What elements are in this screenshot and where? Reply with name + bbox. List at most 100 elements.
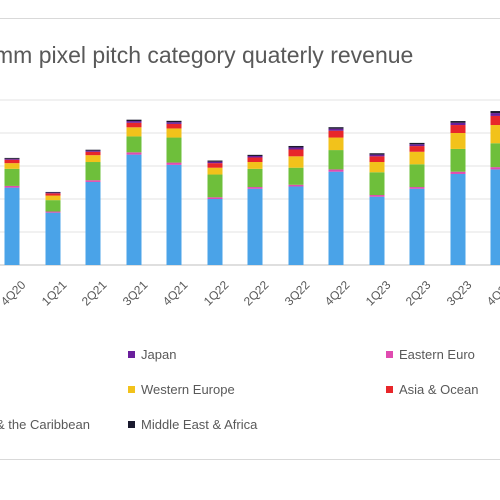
x-tick-label: 3Q23: [444, 278, 475, 309]
bar-segment: [45, 192, 61, 194]
bar-segment: [409, 144, 425, 147]
bar-segment: [328, 169, 344, 172]
bar-segment: [490, 115, 500, 126]
bar-segment: [328, 171, 344, 265]
bar-segment: [126, 122, 142, 128]
bar-segment: [409, 146, 425, 152]
bar-segment: [126, 154, 142, 265]
bar-segment: [247, 162, 263, 169]
x-tick-label: 1Q22: [201, 278, 232, 309]
x-tick-label: 1Q23: [363, 278, 394, 309]
chart-title: mm pixel pitch category quaterly revenue: [0, 42, 414, 68]
bar-segment: [490, 111, 500, 114]
legend-swatch-western-europe: [128, 386, 135, 393]
bar-segment: [450, 121, 466, 123]
bar-segment: [369, 162, 385, 173]
bar-segment: [409, 187, 425, 189]
x-tick-label: 2Q23: [403, 278, 434, 309]
bar-segment: [328, 150, 344, 170]
bar-segment: [4, 157, 20, 159]
bar-segment: [369, 195, 385, 197]
bar-segment: [288, 167, 304, 185]
bar-segment: [490, 113, 500, 116]
x-tick-label: 4Q22: [322, 278, 353, 309]
bar-segment: [450, 171, 466, 174]
bar-segment: [247, 187, 263, 189]
bar-segment: [45, 191, 61, 193]
bar-segment: [45, 212, 61, 265]
bar-segment: [369, 153, 385, 155]
bar-segment: [85, 149, 101, 151]
bar-segment: [369, 196, 385, 265]
bar-segment: [4, 163, 20, 169]
bar-segment: [166, 137, 182, 163]
legend-swatch-middle-east-africa: [128, 421, 135, 428]
legend-item-asia-oceania: Asia & Ocean: [386, 382, 479, 397]
bar-segment: [450, 148, 466, 172]
bar-segment: [207, 161, 223, 164]
bar-segment: [288, 145, 304, 148]
x-tick-label: 3Q21: [120, 278, 151, 309]
bar-segment: [450, 173, 466, 265]
bar-segment: [328, 130, 344, 138]
legend-label-middle-east-africa: Middle East & Africa: [141, 417, 258, 432]
x-tick-label: 1Q21: [39, 278, 70, 309]
bar-segment: [4, 158, 20, 160]
bar-segment: [207, 160, 223, 162]
bar-segment: [409, 142, 425, 145]
bar-segment: [85, 150, 101, 152]
bar-segment: [369, 172, 385, 196]
x-tick-label: 2Q22: [241, 278, 272, 309]
bar-segment: [166, 122, 182, 124]
legend-item-eastern-europe: Eastern Euro: [386, 347, 475, 362]
bar-segment: [45, 211, 61, 213]
bar-segment: [166, 164, 182, 265]
bar-segment: [328, 137, 344, 151]
legend-label-asia-oceania: Asia & Ocean: [399, 382, 479, 397]
bar-segment: [85, 180, 101, 182]
bar-segment: [490, 167, 500, 170]
bar-segment: [45, 195, 61, 201]
bar-segment: [288, 149, 304, 157]
bar-segment: [207, 174, 223, 198]
chart-frame: [0, 18, 500, 460]
bar-segment: [207, 199, 223, 265]
x-tick-label: 2Q21: [79, 278, 110, 309]
bar-segment: [207, 197, 223, 199]
legend-label-japan: Japan: [141, 347, 177, 362]
bar-segment: [126, 127, 142, 137]
bar-segment: [126, 119, 142, 122]
bar-segment: [166, 123, 182, 129]
bar-segment: [85, 162, 101, 181]
bar-segment: [288, 156, 304, 168]
legend-label-western-europe: Western Europe: [141, 382, 235, 397]
bar-segment: [85, 151, 101, 156]
legend-item-japan: Japan: [128, 347, 176, 362]
bar-segment: [45, 193, 61, 196]
bar-segment: [207, 167, 223, 175]
bar-segment: [288, 147, 304, 150]
bar-segment: [409, 164, 425, 188]
bar-segment: [247, 168, 263, 188]
legend-item-western-europe: Western Europe: [128, 382, 235, 397]
x-tick-label: 4Q20: [0, 278, 29, 309]
bar-segment: [328, 127, 344, 129]
legend-label-eastern-europe: Eastern Euro: [399, 347, 475, 362]
legend-swatch-eastern-europe: [386, 351, 393, 358]
bar-segment: [369, 156, 385, 163]
legend-item-caribbean: & the Caribbean: [0, 417, 90, 432]
bar-segment: [490, 125, 500, 144]
bar-segment: [4, 185, 20, 188]
legend-swatch-asia-oceania: [386, 386, 393, 393]
x-tick-label: 4Q23: [484, 278, 500, 309]
bar-segment: [328, 128, 344, 131]
bar-segment: [126, 136, 142, 153]
bar-segment: [4, 159, 20, 164]
bar-segment: [450, 125, 466, 133]
bar-segment: [166, 128, 182, 138]
bar-segment: [490, 169, 500, 265]
bar-segment: [4, 168, 20, 186]
legend-swatch-japan: [128, 351, 135, 358]
